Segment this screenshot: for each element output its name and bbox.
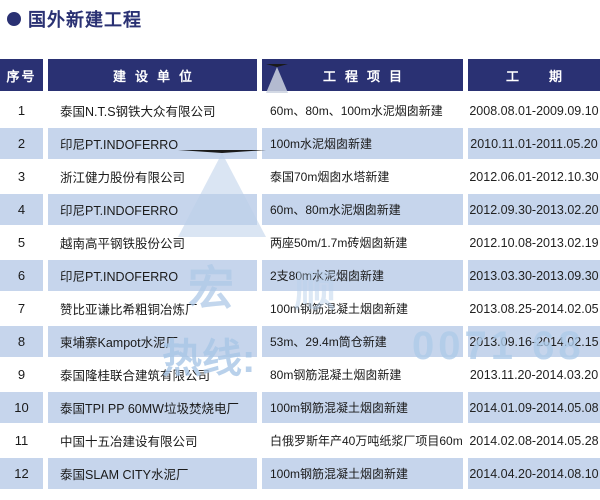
cell-unit: 印尼PT.INDOFERRO — [48, 128, 257, 159]
cell-project: 白俄罗斯年产40万吨纸浆厂项目60m烟囱新建 — [270, 434, 463, 448]
cell-no: 1 — [17, 103, 26, 118]
cell-no: 2 — [0, 128, 43, 159]
table-row: 3 浙江健力股份有限公司 泰国70m烟囱水塔新建 2012.06.01-2012… — [0, 161, 600, 192]
table-row: 1 泰国N.T.S钢铁大众有限公司 60m、80m、100m水泥烟囱新建 200… — [0, 95, 600, 126]
cell-period: 2014.04.20-2014.08.10 — [468, 458, 600, 489]
table-header-row: 序号 建设单位 工程项目 工期 — [0, 59, 600, 91]
table-row: 12 泰国SLAM CITY水泥厂 100m钢筋混凝土烟囱新建 2014.04.… — [0, 458, 600, 489]
cell-project: 100m水泥烟囱新建 — [262, 128, 463, 159]
cell-period: 2013.11.20-2014.03.20 — [469, 367, 599, 382]
table-row: 7 赞比亚谦比希粗铜冶炼厂 100m钢筋混凝土烟囱新建 2013.08.25-2… — [0, 293, 600, 324]
cell-project: 60m、80m水泥烟囱新建 — [262, 194, 463, 225]
cell-project: 泰国70m烟囱水塔新建 — [270, 170, 390, 184]
cell-unit: 赞比亚谦比希粗铜冶炼厂 — [60, 303, 198, 317]
cell-unit: 浙江健力股份有限公司 — [60, 171, 186, 185]
table-row: 8 柬埔寨Kampot水泥厂 53m、29.4m筒仓新建 2013.09.16-… — [0, 326, 600, 357]
col-header-project: 工程项目 — [262, 59, 463, 91]
cell-no: 12 — [0, 458, 43, 489]
cell-unit: 泰国N.T.S钢铁大众有限公司 — [60, 105, 216, 119]
cell-period: 2014.02.08-2014.05.28 — [469, 433, 599, 448]
col-header-no: 序号 — [0, 59, 43, 91]
cell-no: 9 — [17, 367, 26, 382]
cell-no: 8 — [0, 326, 43, 357]
cell-period: 2012.06.01-2012.10.30 — [469, 169, 599, 184]
cell-period: 2014.01.09-2014.05.08 — [468, 392, 600, 423]
cell-project: 2支80m水泥烟囱新建 — [262, 260, 463, 291]
cell-no: 6 — [0, 260, 43, 291]
table-row: 4 印尼PT.INDOFERRO 60m、80m水泥烟囱新建 2012.09.3… — [0, 194, 600, 225]
cell-period: 2013.09.16-2014.02.15 — [468, 326, 600, 357]
cell-no: 7 — [17, 301, 26, 316]
cell-no: 5 — [17, 235, 26, 250]
table-row: 2 印尼PT.INDOFERRO 100m水泥烟囱新建 2010.11.01-2… — [0, 128, 600, 159]
cell-no: 3 — [17, 169, 26, 184]
cell-project: 两座50m/1.7m砖烟囱新建 — [270, 236, 408, 250]
cell-no: 4 — [0, 194, 43, 225]
page-title: 国外新建工程 — [7, 6, 142, 32]
cell-unit: 泰国SLAM CITY水泥厂 — [48, 458, 257, 489]
cell-unit: 印尼PT.INDOFERRO — [48, 260, 257, 291]
table-row: 6 印尼PT.INDOFERRO 2支80m水泥烟囱新建 2013.03.30-… — [0, 260, 600, 291]
col-header-unit: 建设单位 — [48, 59, 257, 91]
cell-project: 53m、29.4m筒仓新建 — [262, 326, 463, 357]
cell-period: 2013.03.30-2013.09.30 — [468, 260, 600, 291]
cell-period: 2012.10.08-2013.02.19 — [469, 235, 599, 250]
cell-unit: 印尼PT.INDOFERRO — [48, 194, 257, 225]
cell-no: 11 — [14, 433, 29, 448]
cell-period: 2012.09.30-2013.02.20 — [468, 194, 600, 225]
cell-project: 100m钢筋混凝土烟囱新建 — [262, 392, 463, 423]
table-row: 9 泰国隆桂联合建筑有限公司 80m钢筋混凝土烟囱新建 2013.11.20-2… — [0, 359, 600, 390]
cell-unit: 中国十五冶建设有限公司 — [60, 435, 198, 449]
cell-no: 10 — [0, 392, 43, 423]
bullet-icon — [7, 12, 21, 26]
col-header-period: 工期 — [468, 59, 600, 91]
cell-unit: 泰国TPI PP 60MW垃圾焚烧电厂 — [48, 392, 257, 423]
cell-project: 100m钢筋混凝土烟囱新建 — [262, 458, 463, 489]
page-title-text: 国外新建工程 — [28, 10, 142, 30]
cell-period: 2008.08.01-2009.09.10 — [469, 103, 599, 118]
cell-unit: 柬埔寨Kampot水泥厂 — [48, 326, 257, 357]
cell-project: 80m钢筋混凝土烟囱新建 — [270, 368, 402, 382]
table-row: 11 中国十五冶建设有限公司 白俄罗斯年产40万吨纸浆厂项目60m烟囱新建 20… — [0, 425, 600, 456]
cell-period: 2010.11.01-2011.05.20 — [468, 128, 600, 159]
table-body: 1 泰国N.T.S钢铁大众有限公司 60m、80m、100m水泥烟囱新建 200… — [0, 95, 600, 491]
table-row: 10 泰国TPI PP 60MW垃圾焚烧电厂 100m钢筋混凝土烟囱新建 201… — [0, 392, 600, 423]
cell-unit: 泰国隆桂联合建筑有限公司 — [60, 369, 211, 383]
cell-unit: 越南高平钢铁股份公司 — [60, 237, 186, 251]
cell-project: 100m钢筋混凝土烟囱新建 — [270, 302, 409, 316]
cell-project: 60m、80m、100m水泥烟囱新建 — [270, 104, 443, 118]
cell-period: 2013.08.25-2014.02.05 — [469, 301, 599, 316]
table-row: 5 越南高平钢铁股份公司 两座50m/1.7m砖烟囱新建 2012.10.08-… — [0, 227, 600, 258]
